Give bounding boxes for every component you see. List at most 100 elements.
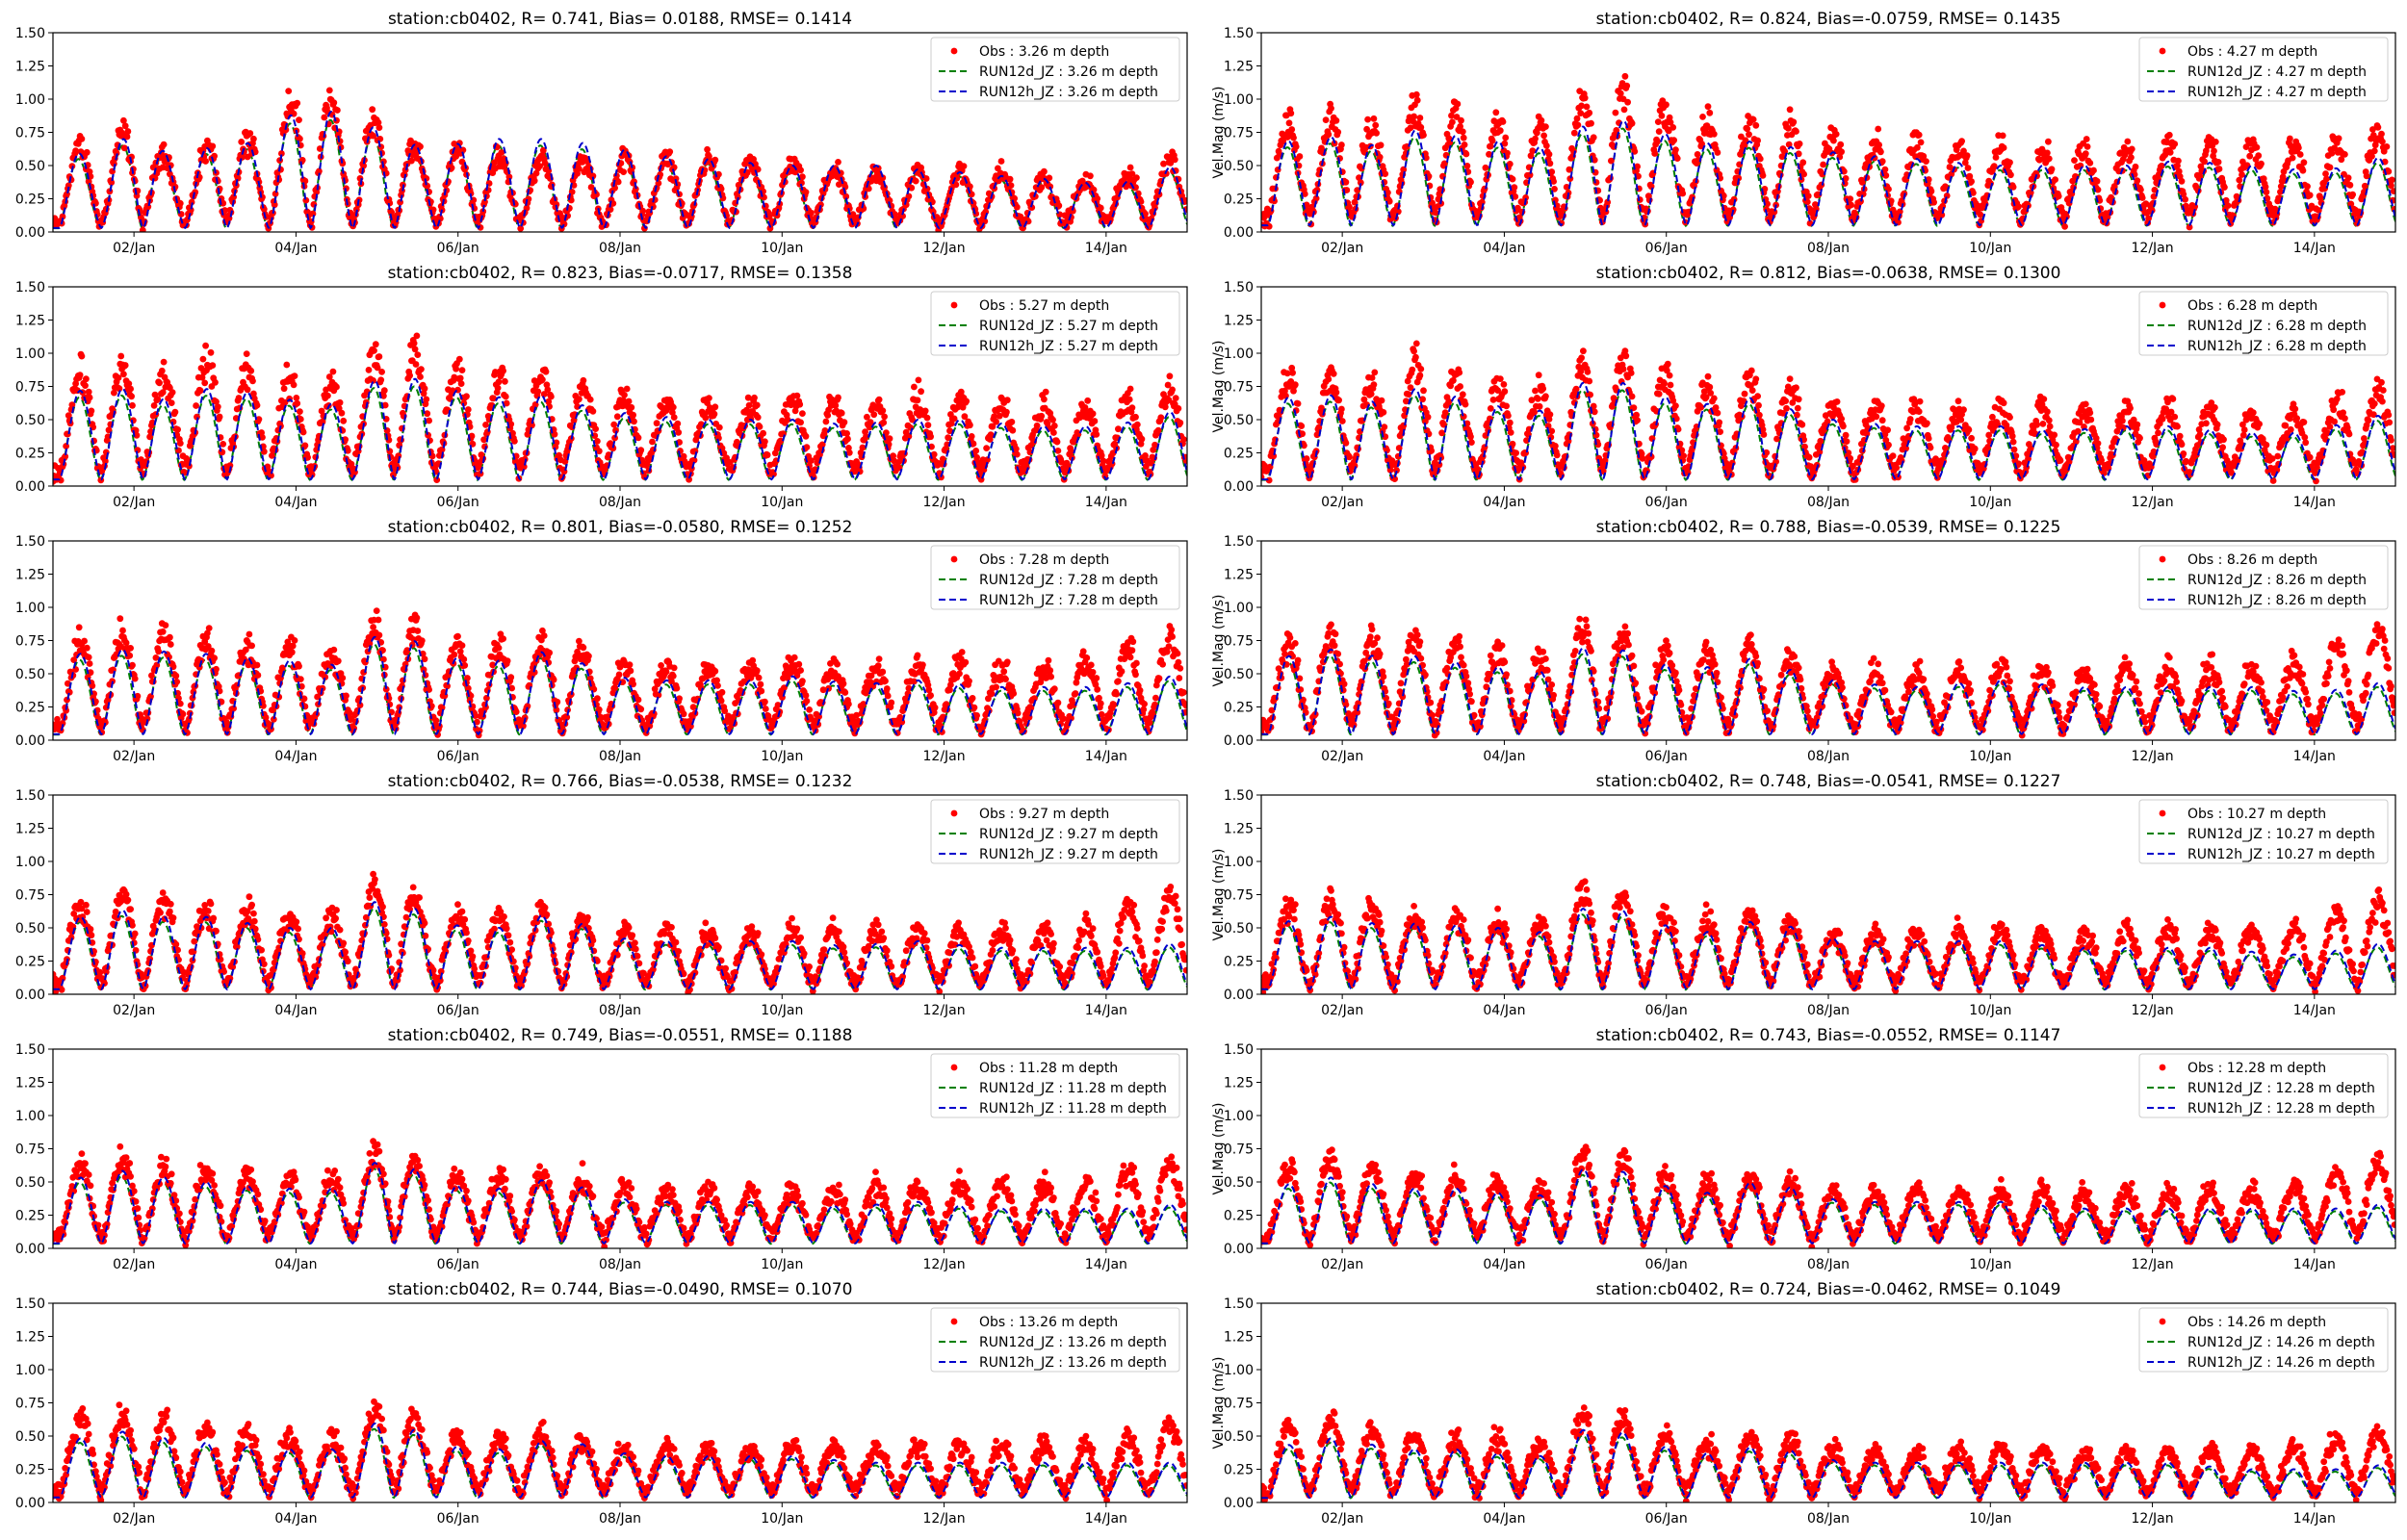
obs-point <box>621 392 628 398</box>
y-tick-label: 0.25 <box>15 192 45 208</box>
obs-point <box>282 126 290 134</box>
obs-point <box>316 167 323 175</box>
obs-point <box>2175 167 2183 175</box>
obs-point <box>249 377 256 385</box>
obs-point <box>1506 419 1514 426</box>
obs-point <box>1538 116 1545 124</box>
obs-point <box>1666 372 1673 379</box>
obs-point <box>712 403 719 411</box>
obs-point <box>1289 369 1296 376</box>
obs-point <box>1680 452 1687 459</box>
obs-point <box>2180 191 2187 198</box>
x-tick-label: 12/Jan <box>2132 241 2174 256</box>
obs-point <box>1054 448 1062 454</box>
obs-point <box>2349 191 2357 198</box>
obs-point <box>209 362 217 369</box>
obs-point <box>842 192 850 200</box>
obs-point <box>271 201 278 209</box>
x-tick-label: 14/Jan <box>2293 241 2336 256</box>
obs-point <box>1838 148 1845 156</box>
obs-point <box>378 369 385 375</box>
obs-point <box>1553 451 1561 459</box>
obs-point <box>1438 429 1445 437</box>
obs-point <box>371 346 377 354</box>
obs-point <box>914 397 921 404</box>
obs-point <box>1460 134 1467 141</box>
y-tick-label: 1.25 <box>15 314 45 329</box>
obs-point <box>1097 204 1104 212</box>
obs-point <box>1747 367 1755 374</box>
obs-point <box>1843 438 1851 445</box>
obs-point <box>983 445 990 451</box>
obs-point <box>1325 375 1333 383</box>
obs-point <box>2262 183 2269 191</box>
obs-point <box>879 174 887 182</box>
obs-point <box>611 184 618 192</box>
obs-point <box>463 393 470 400</box>
obs-point <box>316 145 324 152</box>
obs-point <box>835 394 841 401</box>
obs-point <box>380 387 388 395</box>
obs-point <box>2063 213 2070 220</box>
red-dot-marker-icon <box>950 47 958 55</box>
obs-point <box>1885 441 1892 449</box>
obs-point <box>1540 132 1547 140</box>
obs-point <box>753 401 761 409</box>
obs-point <box>1449 118 1456 126</box>
obs-point <box>1038 184 1046 192</box>
x-tick-label: 14/Jan <box>1085 495 1127 510</box>
obs-point <box>1160 160 1167 167</box>
obs-point <box>410 340 418 346</box>
obs-point <box>1759 172 1767 179</box>
legend-label-obs: Obs : 3.26 m depth <box>979 44 1109 60</box>
obs-point <box>2000 399 2007 407</box>
obs-point <box>2347 200 2355 208</box>
obs-point <box>1028 204 1036 212</box>
obs-point <box>1050 429 1057 436</box>
obs-point <box>799 410 806 417</box>
obs-point <box>1658 112 1666 119</box>
legend-label-run12d: RUN12d_JZ : 5.27 m depth <box>979 319 1158 334</box>
obs-point <box>1581 94 1589 102</box>
obs-point <box>1896 208 1903 216</box>
obs-point <box>1714 149 1721 156</box>
obs-point <box>1679 190 1687 197</box>
y-tick-label: 1.50 <box>15 280 45 295</box>
obs-point <box>539 146 547 154</box>
obs-point <box>704 145 711 153</box>
obs-point <box>1346 453 1353 461</box>
obs-point <box>620 168 627 176</box>
obs-point <box>201 379 209 387</box>
x-tick-label: 04/Jan <box>1483 241 1525 256</box>
obs-point <box>1535 372 1542 379</box>
obs-point <box>1177 419 1184 426</box>
x-tick-label: 12/Jan <box>923 241 966 256</box>
obs-point <box>875 396 883 403</box>
obs-point <box>1857 197 1864 205</box>
obs-point <box>1624 98 1631 106</box>
obs-point <box>780 430 787 437</box>
obs-point <box>299 428 307 436</box>
obs-point <box>2363 172 2370 180</box>
obs-point <box>2389 176 2395 184</box>
obs-point <box>1536 402 1543 410</box>
obs-point <box>517 225 525 232</box>
obs-point <box>1832 131 1840 138</box>
obs-point <box>283 361 291 369</box>
obs-point <box>1343 187 1351 193</box>
obs-point <box>188 198 195 206</box>
obs-point <box>1441 409 1449 416</box>
subplot-2: station:cb0402, R= 0.824, Bias=-0.0759, … <box>1211 10 2396 256</box>
obs-point <box>1303 455 1310 462</box>
obs-point <box>2289 154 2296 162</box>
obs-point <box>2304 183 2311 191</box>
obs-point <box>822 418 830 425</box>
obs-point <box>78 135 86 142</box>
obs-point <box>1155 191 1163 198</box>
y-tick-label: 0.00 <box>1224 479 1254 495</box>
obs-point <box>1804 192 1812 200</box>
obs-point <box>1126 164 1134 171</box>
obs-point <box>706 153 712 160</box>
obs-point <box>2138 194 2146 201</box>
obs-point <box>398 436 404 444</box>
